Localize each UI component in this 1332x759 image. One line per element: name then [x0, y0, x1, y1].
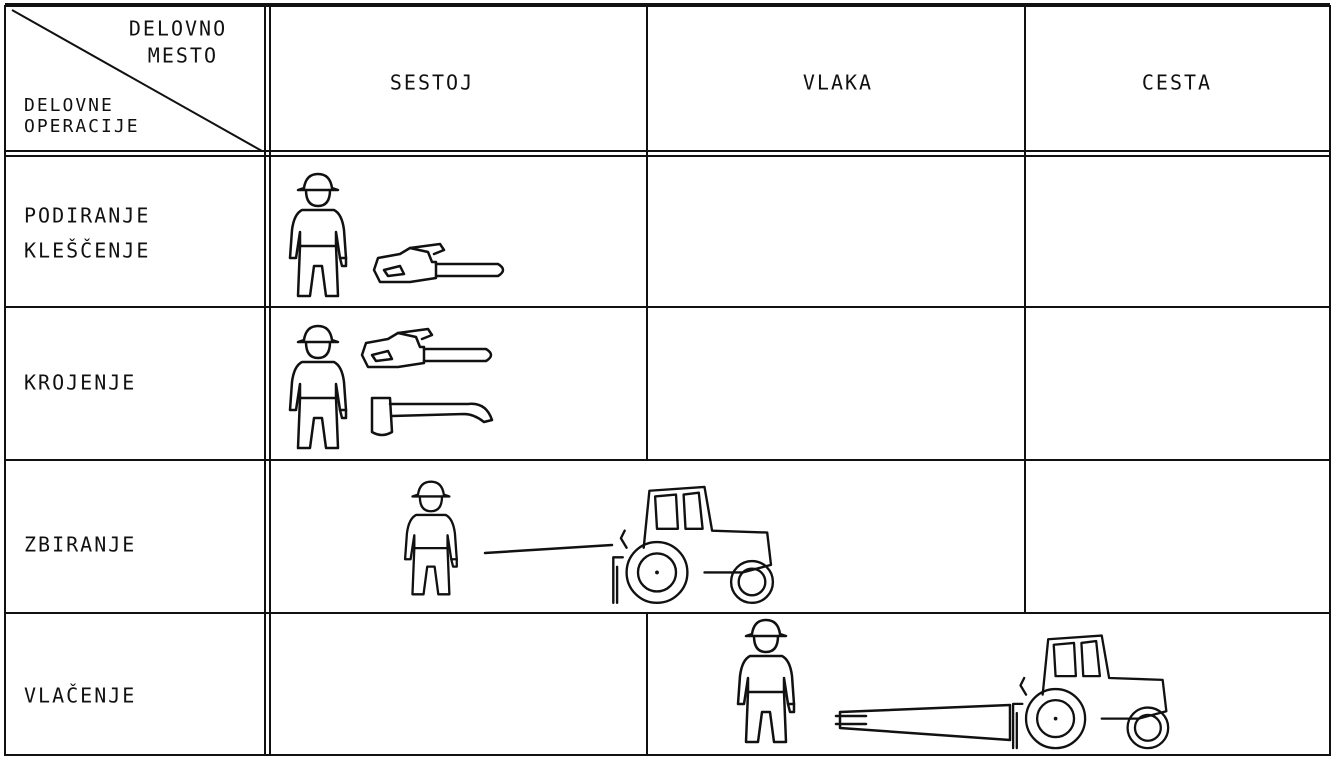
- corner-text: DELOVNE: [24, 95, 114, 116]
- row-header: VLAČENJE: [24, 684, 136, 708]
- row-header: PODIRANJE: [24, 204, 150, 228]
- row-header: KLEŠČENJE: [24, 239, 150, 263]
- tractor-icon: [1011, 634, 1170, 750]
- axe-icon: [370, 396, 494, 437]
- corner-text: DELOVNO: [129, 17, 227, 41]
- chainsaw-icon: [360, 327, 493, 369]
- column-header: VLAKA: [803, 71, 873, 95]
- row-header: KROJENJE: [24, 371, 136, 395]
- worker-icon: [288, 172, 348, 298]
- worker-icon: [403, 480, 459, 596]
- worker-icon: [736, 618, 796, 744]
- worker-icon: [288, 324, 348, 450]
- corner-text: OPERACIJE: [24, 116, 140, 137]
- outer-border: [4, 5, 1331, 756]
- corner-text: MESTO: [148, 44, 218, 68]
- chainsaw-icon: [372, 242, 505, 284]
- log-load: [834, 703, 1012, 742]
- corner-diagonal: [11, 9, 263, 152]
- cable: [483, 543, 614, 555]
- row-header: ZBIRANJE: [24, 533, 136, 557]
- column-header: SESTOJ: [390, 71, 474, 95]
- column-header: CESTA: [1142, 71, 1212, 95]
- tractor-icon: [612, 485, 775, 605]
